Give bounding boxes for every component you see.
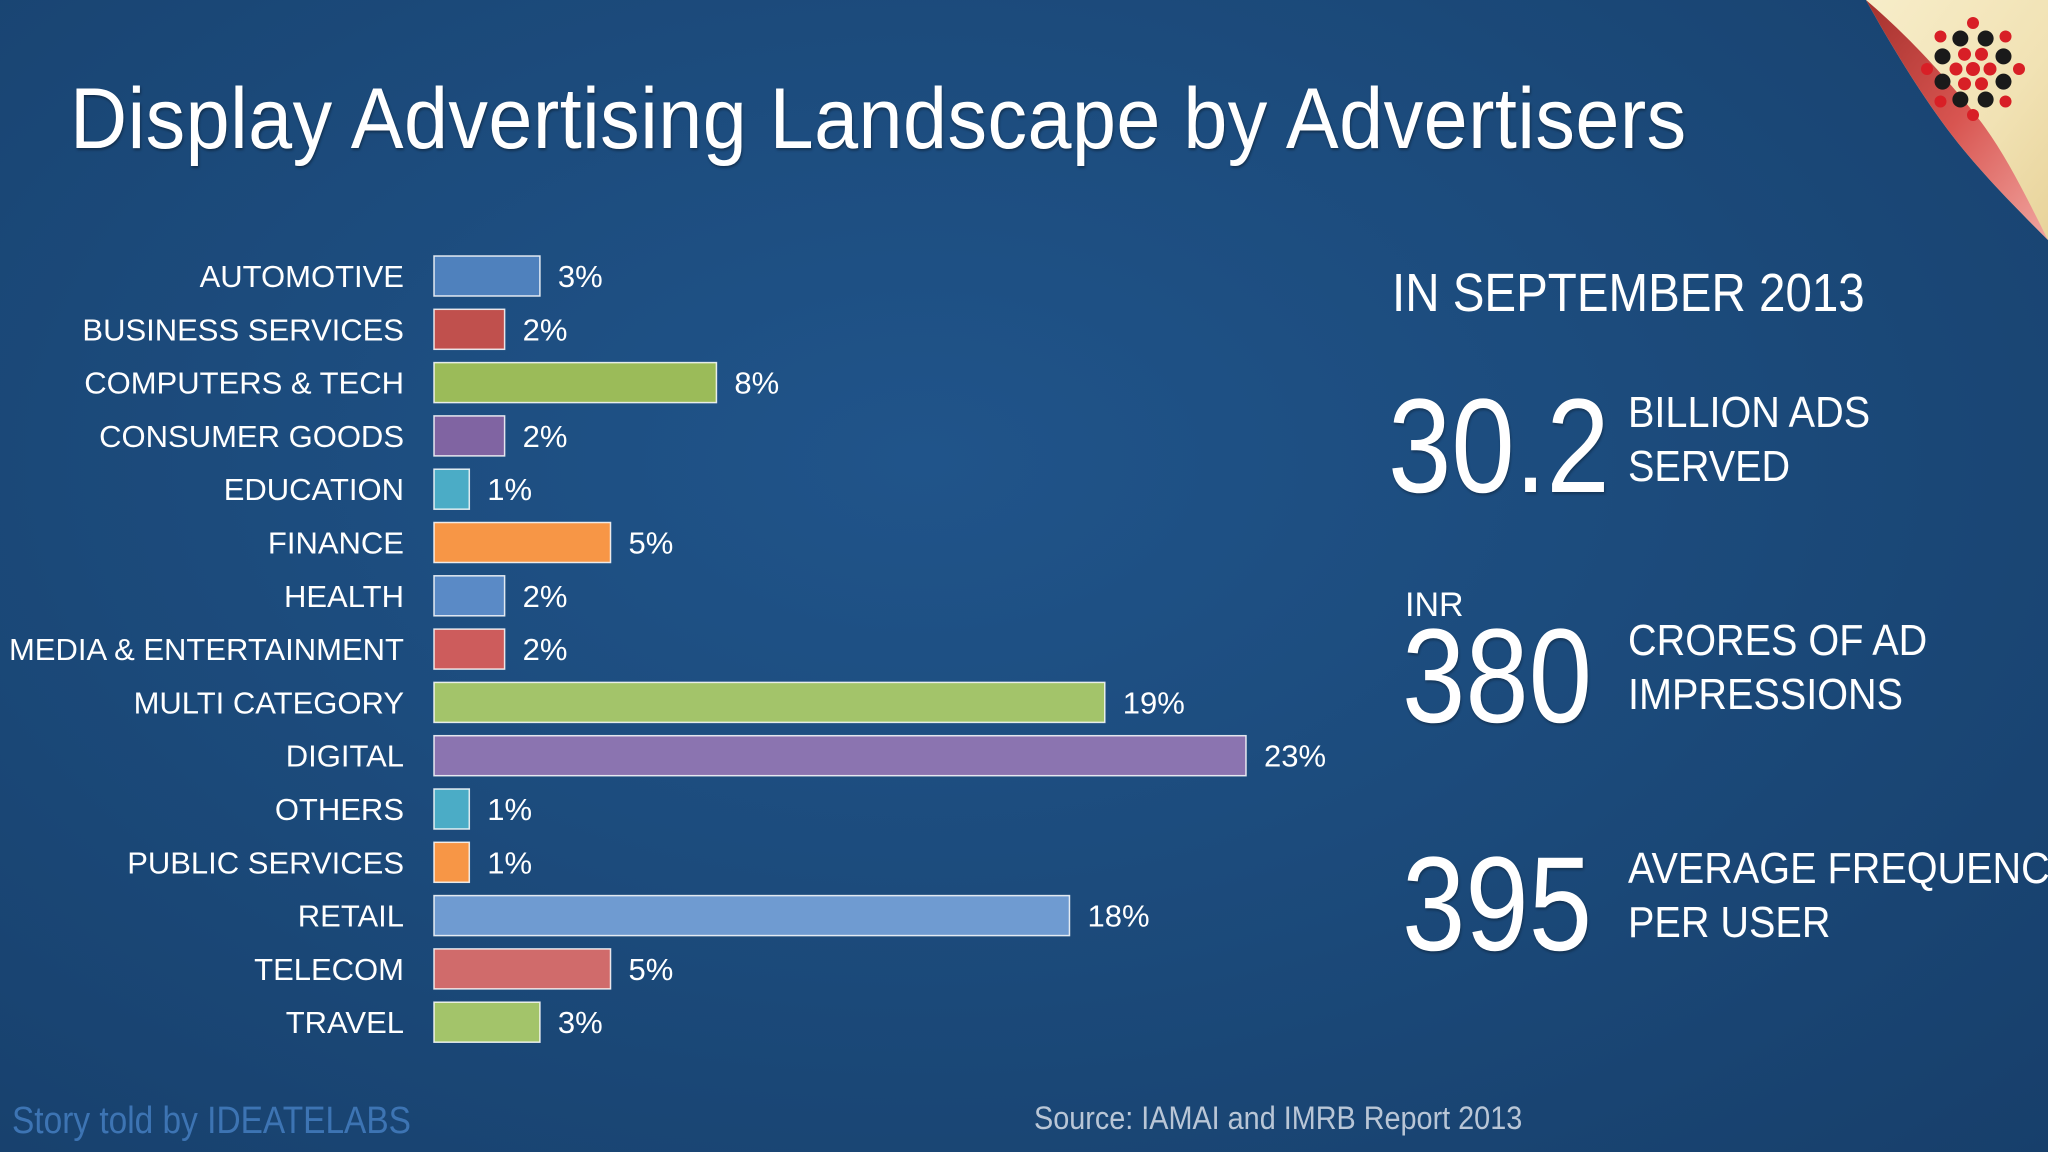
bar-public-services [433,841,471,884]
bar-consumer-goods [433,415,506,457]
logo-dot [1983,62,1997,76]
category-label-travel: TRAVEL [286,1005,404,1040]
category-label-digital: DIGITAL [286,739,404,774]
category-label-business-services: BUSINESS SERVICES [82,312,404,347]
value-label-retail: 18% [1087,899,1149,934]
logo-dot [1921,63,1933,75]
value-label-business-services: 2% [523,312,568,347]
logo-icon [1921,17,2025,121]
value-label-education: 1% [487,472,532,507]
bar-finance [433,521,612,564]
bar-travel [433,1001,541,1043]
logo-dot [1966,62,1980,76]
logo-dot [1975,77,1988,91]
category-label-consumer-goods: CONSUMER GOODS [99,419,404,454]
bar-computers-and-tech [433,361,718,404]
logo-dot [1977,91,1994,108]
category-label-computers-and-tech: COMPUTERS & TECH [84,366,404,401]
value-label-media-and-entertainment: 2% [523,632,568,667]
bar-business-services [433,308,506,351]
bar-multi-category [433,681,1106,724]
value-label-telecom: 5% [629,952,674,987]
logo-dot [1967,17,1979,29]
value-label-travel: 3% [558,1005,603,1040]
logo-dot [1999,95,2012,108]
logo-dot [1952,30,1969,47]
value-label-health: 2% [523,579,568,614]
logo-dot [1958,77,1971,91]
value-label-computers-and-tech: 8% [734,366,779,401]
bar-chart: AUTOMOTIVE BUSINESS SERVICES COMPUTERS & T… [9,255,1326,1043]
logo-dot [1934,73,1951,90]
page-title: Display Advertising Landscape by Adverti… [70,71,1687,167]
bar-others [433,788,471,830]
value-label-digital: 23% [1264,739,1326,774]
category-label-public-services: PUBLIC SERVICES [127,845,404,880]
value-label-public-services: 1% [487,845,532,880]
footer-credit: Story told by IDEATELABS [12,1100,411,1142]
logo-dot [1995,48,2012,65]
value-label-automotive: 3% [558,259,603,294]
logo-dot [1934,95,1947,108]
value-label-others: 1% [487,792,532,827]
category-label-education: EDUCATION [224,472,404,507]
category-label-telecom: TELECOM [254,952,404,987]
logo-dot [1995,73,2012,90]
value-label-multi-category: 19% [1123,685,1185,720]
logo-dot [1967,109,1979,121]
logo-dot [1977,30,1994,47]
logo-dot [1949,62,1963,76]
logo-dot [1999,30,2012,43]
logo-dot [1958,47,1971,61]
bar-telecom [433,948,612,990]
logo-dot [1934,48,1951,65]
category-label-multi-category: MULTI CATEGORY [134,685,404,720]
category-label-health: HEALTH [284,579,404,614]
bar-retail [433,894,1071,937]
category-label-media-and-entertainment: MEDIA & ENTERTAINMENT [9,632,404,667]
bar-media-and-entertainment [433,628,506,670]
category-label-automotive: AUTOMOTIVE [200,259,404,294]
category-label-others: OTHERS [275,792,404,827]
category-label-finance: FINANCE [268,526,404,561]
bar-health [433,575,506,617]
logo-dot [1975,47,1988,61]
logo-dot [1952,91,1969,108]
bar-automotive [433,255,541,297]
footer-source: Source: IAMAI and IMRB Report 2013 [1034,1100,1523,1136]
value-label-consumer-goods: 2% [523,419,568,454]
bar-education [433,468,471,510]
logo-dot [2013,63,2025,75]
value-label-finance: 5% [629,526,674,561]
logo-dot [1934,30,1947,43]
bar-digital [433,734,1247,777]
category-label-retail: RETAIL [298,899,404,934]
